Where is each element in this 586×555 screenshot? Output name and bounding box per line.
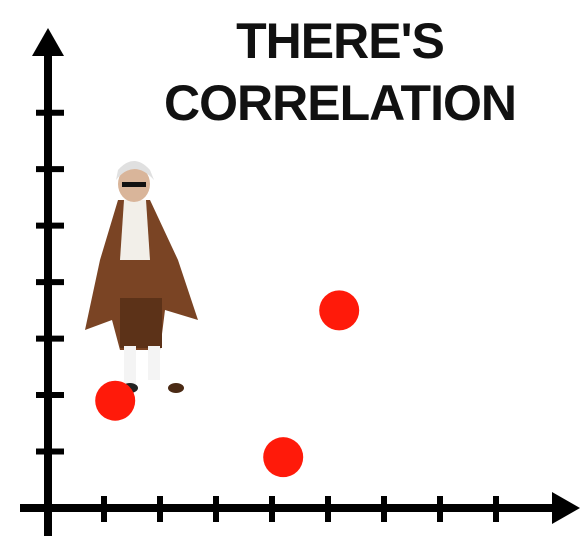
chart-title: THERE'S	[236, 13, 444, 69]
chart-title: CORRELATION	[164, 75, 516, 131]
y-arrow	[32, 28, 64, 56]
point	[263, 437, 304, 478]
point	[95, 380, 136, 421]
figure	[85, 161, 198, 393]
point	[319, 290, 360, 331]
x-arrow	[552, 492, 580, 524]
